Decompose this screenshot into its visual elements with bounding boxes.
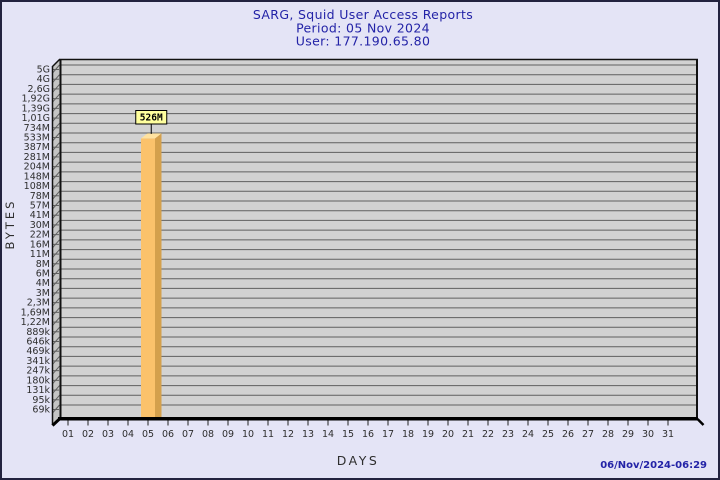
- x-tick-label: 01: [62, 429, 74, 440]
- x-tick-label: 22: [482, 429, 494, 440]
- y-tick-label: 69k: [32, 405, 50, 416]
- x-tick-label: 02: [82, 429, 94, 440]
- y-tick-label: 148M: [24, 171, 50, 182]
- y-tick-label: 4G: [37, 74, 50, 85]
- plot-layer: 5G4G2,6G1,92G1,39G1,01G734M533M387M281M2…: [21, 58, 705, 440]
- x-tick-label: 29: [622, 429, 634, 440]
- x-tick-label: 30: [642, 429, 654, 440]
- x-tick-label: 05: [142, 429, 154, 440]
- y-tick-label: 247k: [26, 366, 50, 377]
- y-tick-label: 1,22M: [21, 317, 50, 328]
- x-tick-label: 13: [302, 429, 314, 440]
- report-timestamp: 06/Nov/2024-06:29: [600, 460, 707, 471]
- y-tick-label: 6M: [36, 269, 50, 280]
- y-tick-label: 387M: [24, 142, 50, 153]
- y-tick-label: 4M: [36, 278, 50, 289]
- x-tick-label: 11: [262, 429, 274, 440]
- y-axis-title: BYTES: [3, 199, 17, 250]
- y-tick-label: 469k: [26, 346, 50, 357]
- y-tick-label: 180k: [26, 375, 50, 386]
- axis-left-foot: [51, 417, 62, 427]
- x-tick-label: 12: [282, 429, 294, 440]
- x-tick-label: 17: [382, 429, 394, 440]
- y-tick-label: 78M: [30, 191, 50, 202]
- wall-top-edge: [51, 58, 61, 68]
- x-tick-label: 16: [362, 429, 374, 440]
- x-tick-label: 09: [222, 429, 234, 440]
- chart-subtitle-user: User: 177.190.65.80: [296, 34, 431, 49]
- x-tick-label: 20: [442, 429, 454, 440]
- x-tick-label: 08: [202, 429, 214, 440]
- y-tick-label: 341k: [26, 356, 50, 367]
- y-tick-label: 30M: [30, 220, 50, 231]
- x-tick-label: 06: [162, 429, 174, 440]
- y-tick-label: 1,01G: [21, 113, 50, 124]
- y-tick-label: 16M: [30, 239, 50, 250]
- x-tick-label: 23: [502, 429, 514, 440]
- x-tick-label: 03: [102, 429, 114, 440]
- y-tick-label: 41M: [30, 210, 50, 221]
- x-tick-label: 19: [422, 429, 434, 440]
- x-tick-label: 28: [602, 429, 614, 440]
- y-tick-label: 108M: [24, 181, 50, 192]
- x-tick-label: 10: [242, 429, 254, 440]
- y-tick-label: 11M: [30, 249, 50, 260]
- value-label: 526M: [140, 113, 163, 124]
- y-tick-label: 22M: [30, 230, 50, 241]
- bar-front-face: [141, 138, 155, 420]
- y-tick-label: 281M: [24, 152, 50, 163]
- x-tick-label: 15: [342, 429, 354, 440]
- x-axis-line: [58, 417, 698, 421]
- y-tick-label: 734M: [24, 123, 50, 134]
- x-tick-label: 21: [462, 429, 474, 440]
- chart-title: SARG, Squid User Access Reports: [253, 7, 473, 22]
- bar-side-face: [155, 133, 162, 420]
- x-tick-label: 14: [322, 429, 334, 440]
- y-tick-label: 889k: [26, 327, 50, 338]
- x-tick-label: 27: [582, 429, 594, 440]
- y-tick-label: 646k: [26, 337, 50, 348]
- y-tick-label: 8M: [36, 259, 50, 270]
- y-tick-label: 1,39G: [21, 103, 50, 114]
- x-tick-label: 18: [402, 429, 414, 440]
- y-tick-label: 5G: [37, 65, 50, 76]
- bar-top-face: [141, 133, 162, 139]
- axis-right-foot: [696, 418, 705, 426]
- x-tick-label: 04: [122, 429, 134, 440]
- y-tick-label: 533M: [24, 133, 50, 144]
- value-label-box: [135, 110, 168, 125]
- y-tick-label: 204M: [24, 162, 50, 173]
- x-tick-label: 26: [562, 429, 574, 440]
- y-tick-label: 57M: [30, 201, 50, 212]
- y-tick-label: 131k: [26, 385, 50, 396]
- y-tick-label: 95k: [32, 395, 50, 406]
- y-tick-label: 1,92G: [21, 94, 50, 105]
- x-tick-label: 07: [182, 429, 194, 440]
- x-tick-label: 24: [522, 429, 534, 440]
- x-tick-label: 31: [662, 429, 674, 440]
- x-axis-title: DAYS: [337, 453, 380, 468]
- x-tick-label: 25: [542, 429, 554, 440]
- y-tick-label: 3M: [36, 288, 50, 299]
- y-tick-label: 1,69M: [21, 307, 50, 318]
- chart-subtitle-period: Period: 05 Nov 2024: [296, 21, 430, 36]
- y-tick-label: 2,6G: [28, 84, 50, 95]
- y-tick-label: 2,3M: [27, 298, 50, 309]
